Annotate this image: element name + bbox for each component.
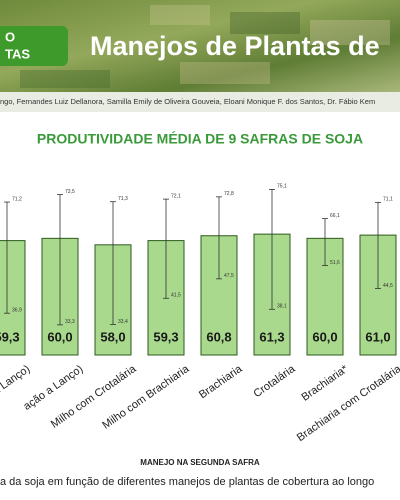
authors: ngo, Fernandes Luiz Dellanora, Samilla E… (0, 97, 375, 106)
value-label: 60,8 (206, 329, 231, 344)
value-label: 61,3 (259, 329, 284, 344)
value-label: 61,0 (365, 329, 390, 344)
x-axis-title: MANEJO NA SEGUNDA SAFRA (140, 458, 260, 467)
caption: a da soja em função de diferentes manejo… (0, 476, 374, 488)
value-label: 60,0 (47, 329, 72, 344)
error-label: 71,2 (12, 196, 22, 202)
value-label: 60,0 (312, 329, 337, 344)
error-label: 71,3 (118, 196, 128, 202)
error-label: 51,6 (330, 260, 340, 266)
x-tick-label: Crotalária (251, 363, 298, 401)
error-label: 33,3 (65, 319, 75, 325)
x-tick-label: Milho com Crotalária (49, 363, 139, 431)
value-label: 59,3 (0, 329, 20, 344)
error-label: 72,8 (224, 191, 234, 197)
error-label: 41,5 (171, 293, 181, 299)
field-plots (20, 5, 390, 88)
x-tick-label: Milho com Brachiaria (100, 363, 192, 432)
logo-line: O (5, 29, 15, 44)
error-label: 72,1 (171, 193, 181, 199)
value-label: 58,0 (100, 329, 125, 344)
logo (0, 26, 68, 66)
x-tick-label: Brachiaria* (299, 363, 351, 404)
error-label: 47,5 (224, 273, 234, 279)
x-tick-label: o a Lanço) (0, 363, 32, 403)
error-label: 66,1 (330, 213, 340, 219)
error-label: 75,1 (277, 184, 287, 190)
poster-title: Manejos de Plantas de (90, 31, 380, 61)
error-label: 71,1 (383, 197, 393, 203)
error-label: 44,5 (383, 283, 393, 289)
error-label: 36,9 (12, 308, 22, 314)
value-label: 59,3 (153, 329, 178, 344)
error-label: 33,4 (118, 319, 128, 325)
logo-line: TAS (5, 46, 30, 61)
error-label: 38,1 (277, 304, 287, 310)
authors-band (0, 92, 400, 112)
error-label: 73,5 (65, 189, 75, 195)
x-tick-label: Brachiaria (197, 363, 245, 402)
chart-title: PRODUTIVIDADE MÉDIA DE 9 SAFRAS DE SOJA (37, 131, 363, 147)
bar (0, 240, 26, 356)
